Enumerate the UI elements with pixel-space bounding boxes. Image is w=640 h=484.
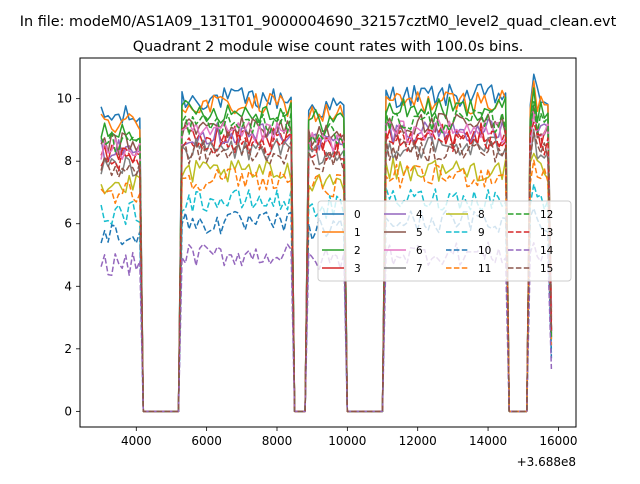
- series-layer: [100, 73, 553, 413]
- y-tick-label: 4: [64, 279, 72, 293]
- series-line-11: [100, 159, 553, 413]
- legend-label-4: 4: [416, 209, 423, 221]
- legend-label-7: 7: [416, 263, 423, 275]
- legend-label-9: 9: [478, 227, 485, 239]
- legend-label-10: 10: [478, 245, 491, 257]
- legend-label-14: 14: [540, 245, 554, 257]
- y-tick-label: 6: [64, 217, 72, 231]
- y-tick-label: 2: [64, 342, 72, 356]
- y-tick-label: 10: [57, 92, 72, 106]
- legend-label-2: 2: [354, 245, 361, 257]
- legend-label-8: 8: [478, 209, 485, 221]
- legend-label-1: 1: [354, 227, 361, 239]
- axes-frame: [79, 57, 577, 428]
- y-axis: 0 2 4 6 8 10: [57, 92, 80, 418]
- figure-suptitle: In file: modeM0/AS1A09_131T01_9000004690…: [20, 14, 617, 30]
- series-line-15: [100, 131, 553, 413]
- legend-label-6: 6: [416, 245, 423, 257]
- y-tick-label: 0: [64, 404, 72, 418]
- series-line-6: [100, 111, 553, 413]
- series-line-12: [100, 101, 553, 413]
- legend-box: [317, 200, 572, 282]
- x-axis: 4000 6000 8000 10000 12000 14000 16000: [121, 427, 578, 448]
- x-tick-label: 8000: [262, 434, 293, 448]
- y-tick-label: 8: [64, 154, 72, 168]
- x-tick-label: 14000: [469, 434, 507, 448]
- legend-label-15: 15: [540, 263, 553, 275]
- x-tick-label: 12000: [399, 434, 437, 448]
- legend-label-11: 11: [478, 263, 491, 275]
- legend-label-12: 12: [540, 209, 553, 221]
- legend-label-13: 13: [540, 227, 553, 239]
- chart-title: Quadrant 2 module wise count rates with …: [133, 39, 524, 55]
- x-axis-offset-label: +3.688e8: [517, 455, 576, 469]
- x-tick-label: 10000: [328, 434, 366, 448]
- legend-label-0: 0: [354, 209, 361, 221]
- x-tick-label: 16000: [539, 434, 577, 448]
- series-line-13: [100, 121, 553, 413]
- series-line-4: [100, 111, 553, 413]
- legend-label-3: 3: [354, 263, 361, 275]
- x-tick-label: 6000: [191, 434, 222, 448]
- series-line-0: [100, 73, 553, 413]
- x-tick-label: 4000: [121, 434, 152, 448]
- legend-label-5: 5: [416, 227, 423, 239]
- series-line-2: [100, 87, 553, 413]
